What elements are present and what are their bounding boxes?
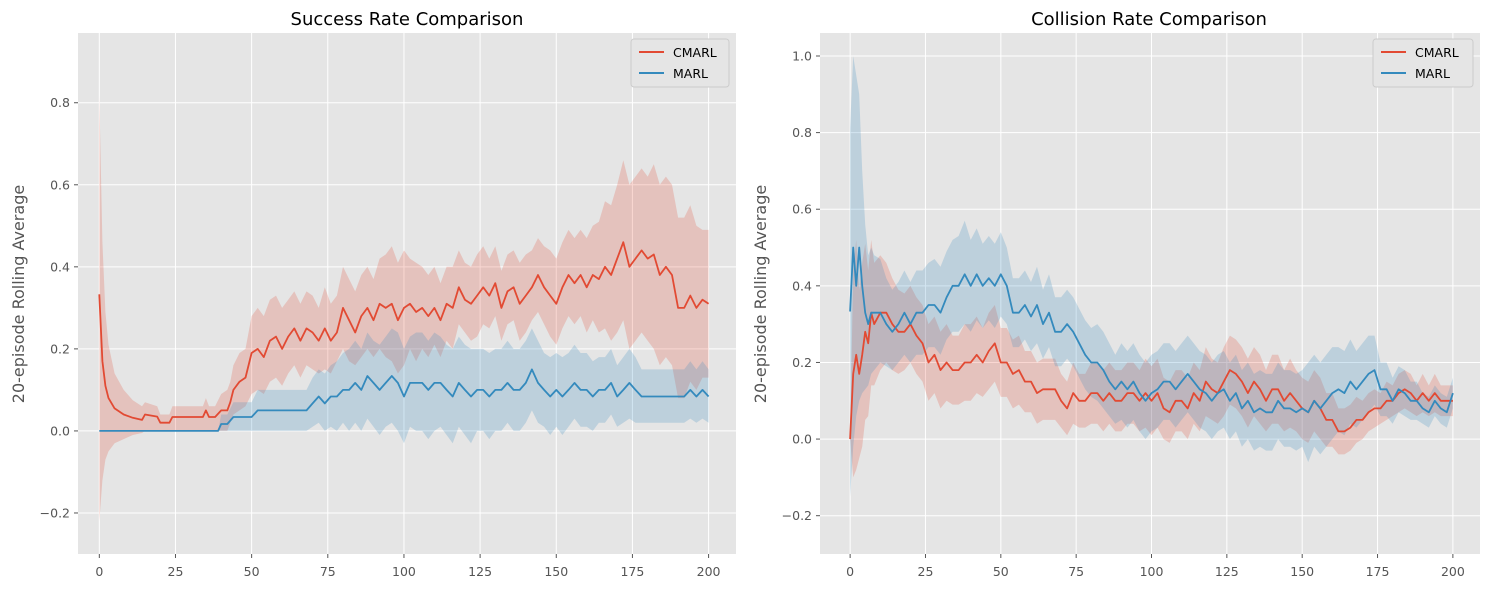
grid — [78, 33, 736, 554]
grid — [820, 33, 1480, 554]
y-axis-label: 20-episode Rolling Average — [9, 185, 28, 403]
marl-band — [99, 328, 709, 444]
series-lines — [98, 241, 710, 432]
x-tick-label: 0 — [95, 564, 103, 579]
x-tick-label: 50 — [244, 564, 260, 579]
y-tick-label: 0.4 — [50, 259, 70, 274]
y-tick-label: 0.2 — [792, 355, 812, 370]
x-tick-label: 125 — [468, 564, 492, 579]
y-tick-label: 0.0 — [792, 432, 812, 447]
plot-area — [820, 33, 1480, 554]
marl-line — [99, 368, 710, 432]
series-lines — [849, 246, 1454, 440]
legend-label-marl: MARL — [673, 66, 708, 81]
confidence-bands — [850, 56, 1453, 497]
x-tick-label: 75 — [320, 564, 336, 579]
y-tick-label: 0.8 — [50, 95, 70, 110]
legend-label-cmarl: CMARL — [673, 45, 717, 60]
y-tick-label: −0.2 — [40, 505, 70, 520]
chart-title: Success Rate Comparison — [291, 9, 524, 30]
x-tick-label: 100 — [392, 564, 416, 579]
x-axis-ticks: 0 25 50 75 100 125 150 175 200 — [95, 554, 721, 579]
x-tick-label: 75 — [1068, 564, 1084, 579]
cmarl-band — [850, 239, 1453, 478]
marl-line — [849, 246, 1454, 414]
y-tick-label: 0.0 — [50, 423, 70, 438]
x-tick-label: 100 — [1140, 564, 1164, 579]
y-tick-label: 0.6 — [792, 202, 812, 217]
x-tick-label: 200 — [697, 564, 721, 579]
legend-label-marl: MARL — [1415, 66, 1450, 81]
cmarl-line — [849, 311, 1453, 440]
y-tick-label: 0.8 — [792, 125, 812, 140]
y-tick-label: 0.2 — [50, 341, 70, 356]
success-rate-panel: 0 25 50 75 100 125 150 175 200 −0.2 0.0 0.2 0.4 0.6 0… — [9, 9, 736, 579]
legend-label-cmarl: CMARL — [1415, 45, 1459, 60]
x-tick-label: 125 — [1215, 564, 1239, 579]
y-axis-ticks: −0.2 0.0 0.2 0.4 0.6 0.8 — [40, 95, 78, 520]
y-tick-label: 1.0 — [792, 48, 812, 63]
y-tick-label: 0.4 — [792, 278, 812, 293]
x-axis-ticks: 0 25 50 75 100 125 150 175 200 — [846, 554, 1465, 579]
cmarl-line — [98, 241, 710, 424]
y-axis-ticks: −0.2 0.0 0.2 0.4 0.6 0.8 1.0 — [782, 48, 820, 523]
y-axis-label: 20-episode Rolling Average — [751, 185, 770, 403]
x-tick-label: 175 — [620, 564, 644, 579]
y-tick-label: 0.6 — [50, 177, 70, 192]
x-tick-label: 175 — [1366, 564, 1390, 579]
x-tick-label: 150 — [544, 564, 568, 579]
x-tick-label: 25 — [918, 564, 934, 579]
marl-band — [850, 56, 1453, 497]
collision-rate-panel: 0 25 50 75 100 125 150 175 200 −0.2 0.0 0.2 0.4 0.6 0… — [751, 9, 1480, 579]
x-tick-label: 150 — [1290, 564, 1314, 579]
x-tick-label: 0 — [846, 564, 854, 579]
chart-title: Collision Rate Comparison — [1031, 9, 1267, 30]
legend: CMARL MARL — [630, 38, 730, 88]
y-tick-label: −0.2 — [782, 508, 812, 523]
x-tick-label: 25 — [168, 564, 184, 579]
legend: CMARL MARL — [1372, 38, 1474, 88]
plot-area — [78, 33, 736, 554]
x-tick-label: 200 — [1441, 564, 1465, 579]
x-tick-label: 50 — [993, 564, 1009, 579]
